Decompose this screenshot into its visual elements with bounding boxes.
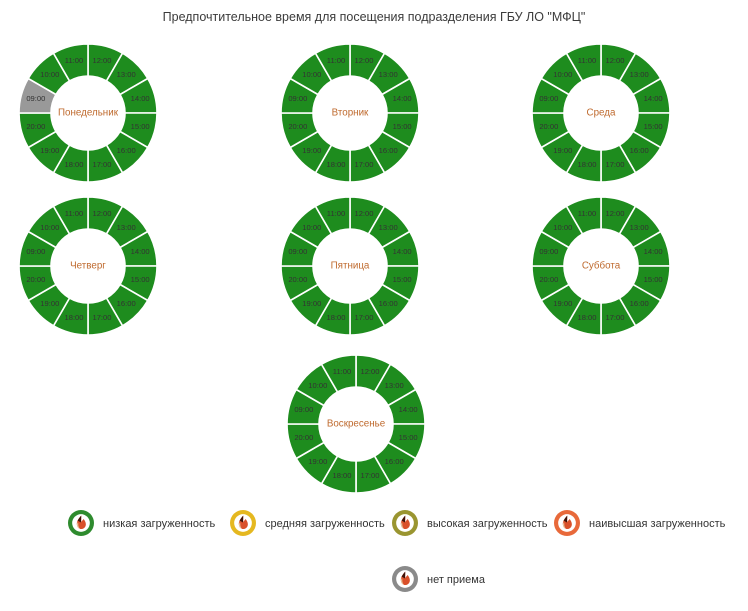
svg-text:17:00: 17:00 [92, 313, 111, 322]
svg-text:15:00: 15:00 [131, 122, 150, 131]
svg-text:11:00: 11:00 [327, 56, 345, 65]
svg-text:13:00: 13:00 [117, 223, 136, 232]
svg-text:13:00: 13:00 [117, 70, 136, 79]
svg-text:16:00: 16:00 [630, 146, 649, 155]
svg-text:19:00: 19:00 [302, 299, 321, 308]
svg-text:17:00: 17:00 [605, 313, 624, 322]
svg-text:12:00: 12:00 [354, 56, 373, 65]
svg-text:14:00: 14:00 [393, 247, 412, 256]
svg-text:16:00: 16:00 [117, 146, 136, 155]
svg-text:18:00: 18:00 [327, 160, 346, 169]
svg-text:12:00: 12:00 [92, 56, 111, 65]
svg-text:10:00: 10:00 [40, 223, 59, 232]
svg-text:Среда: Среда [587, 108, 616, 119]
svg-text:09:00: 09:00 [26, 247, 45, 256]
svg-text:Воскресенье: Воскресенье [327, 419, 386, 430]
svg-text:18:00: 18:00 [65, 313, 84, 322]
svg-text:19:00: 19:00 [302, 146, 321, 155]
svg-text:Вторник: Вторник [332, 108, 369, 119]
svg-text:14:00: 14:00 [399, 405, 418, 414]
svg-text:10:00: 10:00 [302, 223, 321, 232]
svg-text:16:00: 16:00 [379, 146, 398, 155]
svg-text:10:00: 10:00 [553, 70, 572, 79]
svg-text:17:00: 17:00 [92, 160, 111, 169]
svg-text:18:00: 18:00 [65, 160, 84, 169]
svg-text:10:00: 10:00 [302, 70, 321, 79]
svg-text:14:00: 14:00 [393, 94, 412, 103]
svg-text:09:00: 09:00 [26, 94, 45, 103]
svg-text:11:00: 11:00 [65, 56, 83, 65]
svg-text:20:00: 20:00 [288, 122, 307, 131]
svg-text:15:00: 15:00 [393, 122, 412, 131]
svg-text:20:00: 20:00 [288, 275, 307, 284]
svg-text:10:00: 10:00 [553, 223, 572, 232]
svg-text:17:00: 17:00 [360, 471, 379, 480]
svg-text:11:00: 11:00 [327, 209, 345, 218]
svg-text:14:00: 14:00 [131, 94, 150, 103]
svg-text:20:00: 20:00 [294, 433, 313, 442]
svg-text:Четверг: Четверг [70, 261, 106, 272]
svg-text:19:00: 19:00 [553, 146, 572, 155]
svg-text:17:00: 17:00 [354, 160, 373, 169]
svg-text:15:00: 15:00 [131, 275, 150, 284]
svg-text:09:00: 09:00 [294, 405, 313, 414]
svg-text:12:00: 12:00 [360, 367, 379, 376]
svg-text:15:00: 15:00 [399, 433, 418, 442]
svg-text:16:00: 16:00 [630, 299, 649, 308]
svg-text:16:00: 16:00 [117, 299, 136, 308]
svg-text:Понедельник: Понедельник [58, 108, 119, 119]
svg-text:15:00: 15:00 [644, 122, 663, 131]
svg-text:15:00: 15:00 [393, 275, 412, 284]
svg-text:09:00: 09:00 [288, 247, 307, 256]
svg-text:09:00: 09:00 [539, 247, 558, 256]
svg-text:17:00: 17:00 [354, 313, 373, 322]
svg-text:09:00: 09:00 [288, 94, 307, 103]
svg-text:11:00: 11:00 [65, 209, 83, 218]
svg-text:18:00: 18:00 [578, 313, 597, 322]
svg-text:20:00: 20:00 [539, 275, 558, 284]
svg-text:11:00: 11:00 [578, 209, 596, 218]
svg-text:09:00: 09:00 [539, 94, 558, 103]
svg-text:Суббота: Суббота [582, 261, 621, 272]
svg-text:18:00: 18:00 [578, 160, 597, 169]
svg-text:Пятница: Пятница [331, 261, 370, 272]
svg-text:14:00: 14:00 [644, 94, 663, 103]
svg-text:16:00: 16:00 [385, 457, 404, 466]
svg-text:19:00: 19:00 [40, 299, 59, 308]
svg-text:19:00: 19:00 [553, 299, 572, 308]
svg-text:13:00: 13:00 [385, 381, 404, 390]
svg-text:12:00: 12:00 [92, 209, 111, 218]
svg-text:14:00: 14:00 [644, 247, 663, 256]
svg-text:12:00: 12:00 [605, 56, 624, 65]
svg-text:19:00: 19:00 [308, 457, 327, 466]
svg-text:13:00: 13:00 [379, 70, 398, 79]
svg-text:18:00: 18:00 [333, 471, 352, 480]
svg-text:10:00: 10:00 [40, 70, 59, 79]
svg-text:18:00: 18:00 [327, 313, 346, 322]
svg-text:17:00: 17:00 [605, 160, 624, 169]
svg-text:11:00: 11:00 [578, 56, 596, 65]
svg-text:16:00: 16:00 [379, 299, 398, 308]
svg-text:20:00: 20:00 [26, 275, 45, 284]
svg-text:19:00: 19:00 [40, 146, 59, 155]
svg-text:13:00: 13:00 [630, 223, 649, 232]
svg-text:12:00: 12:00 [605, 209, 624, 218]
svg-text:20:00: 20:00 [26, 122, 45, 131]
svg-text:13:00: 13:00 [630, 70, 649, 79]
svg-text:10:00: 10:00 [308, 381, 327, 390]
svg-text:20:00: 20:00 [539, 122, 558, 131]
svg-text:11:00: 11:00 [333, 367, 351, 376]
svg-text:13:00: 13:00 [379, 223, 398, 232]
svg-text:14:00: 14:00 [131, 247, 150, 256]
svg-text:15:00: 15:00 [644, 275, 663, 284]
svg-text:12:00: 12:00 [354, 209, 373, 218]
